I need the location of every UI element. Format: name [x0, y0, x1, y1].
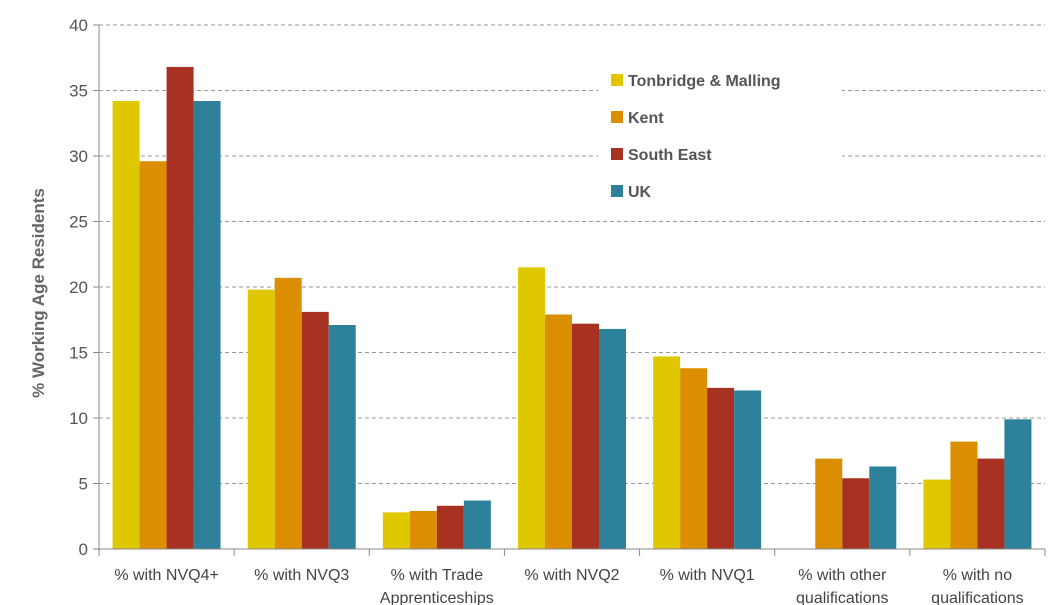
y-tick-labels: 0 5 10 15 20 25 30 35 40 [69, 16, 88, 559]
y-tick-label: 5 [79, 475, 88, 494]
bars [112, 66, 1032, 550]
bar-1-4 [680, 368, 708, 549]
legend: Tonbridge & Malling Kent South East UK [598, 58, 842, 208]
bar-0-3 [518, 267, 545, 549]
legend-label: Kent [628, 110, 664, 127]
bar-3-6 [1004, 419, 1032, 549]
y-axis-label: % Working Age Residents [29, 188, 48, 398]
bar-0-2 [382, 512, 410, 549]
x-category-label: % with other [798, 567, 887, 584]
bar-1-0 [139, 161, 167, 550]
y-tick-label: 35 [69, 82, 88, 101]
x-category-label: qualifications [931, 590, 1024, 605]
y-tick-label: 20 [69, 278, 88, 297]
y-tick-label: 15 [69, 344, 88, 363]
legend-label: UK [628, 184, 652, 201]
legend-background [598, 58, 842, 208]
y-tick-label: 0 [79, 540, 88, 559]
x-category-label: % with no [943, 567, 1012, 584]
bar-1-5 [815, 458, 843, 549]
legend-label: Tonbridge & Malling [628, 73, 781, 90]
bar-2-2 [436, 505, 464, 549]
bar-0-0 [112, 100, 140, 549]
bar-1-3 [545, 314, 572, 549]
bar-1-2 [409, 511, 437, 549]
legend-swatch [611, 111, 623, 123]
bar-0-6 [923, 479, 951, 549]
y-tick-label: 25 [69, 213, 88, 232]
x-category-label: % with Trade [391, 567, 484, 584]
bar-3-3 [599, 328, 626, 549]
bar-2-1 [301, 311, 329, 549]
x-category-labels: % with NVQ4+ % with NVQ3 % with Trade Appre… [114, 567, 1023, 605]
bar-1-1 [274, 277, 302, 549]
legend-label: South East [628, 147, 712, 164]
y-tick-label: 30 [69, 147, 88, 166]
x-category-label: % with NVQ2 [524, 567, 619, 584]
bar-3-0 [193, 100, 221, 549]
bar-2-4 [707, 387, 735, 549]
bar-3-5 [869, 466, 897, 549]
bar-3-4 [734, 390, 762, 549]
x-category-label: % with NVQ3 [254, 567, 349, 584]
bar-3-1 [328, 324, 356, 549]
legend-swatch [611, 74, 623, 86]
y-tick-label: 40 [69, 16, 88, 35]
axes [98, 25, 1046, 556]
bar-0-1 [247, 289, 275, 549]
bar-0-4 [653, 356, 681, 549]
x-category-label: qualifications [796, 590, 889, 605]
legend-swatch [611, 148, 623, 160]
bar-2-0 [166, 66, 194, 550]
y-tick-label: 10 [69, 409, 88, 428]
x-category-label: % with NVQ4+ [114, 567, 218, 584]
bar-2-3 [572, 323, 599, 549]
x-category-label: % with NVQ1 [660, 567, 755, 584]
bar-1-6 [950, 441, 978, 549]
legend-swatch [611, 185, 623, 197]
bar-3-2 [463, 500, 491, 549]
x-category-label: Apprenticeships [380, 590, 494, 605]
bar-2-5 [842, 478, 870, 549]
bar-2-6 [977, 458, 1005, 549]
